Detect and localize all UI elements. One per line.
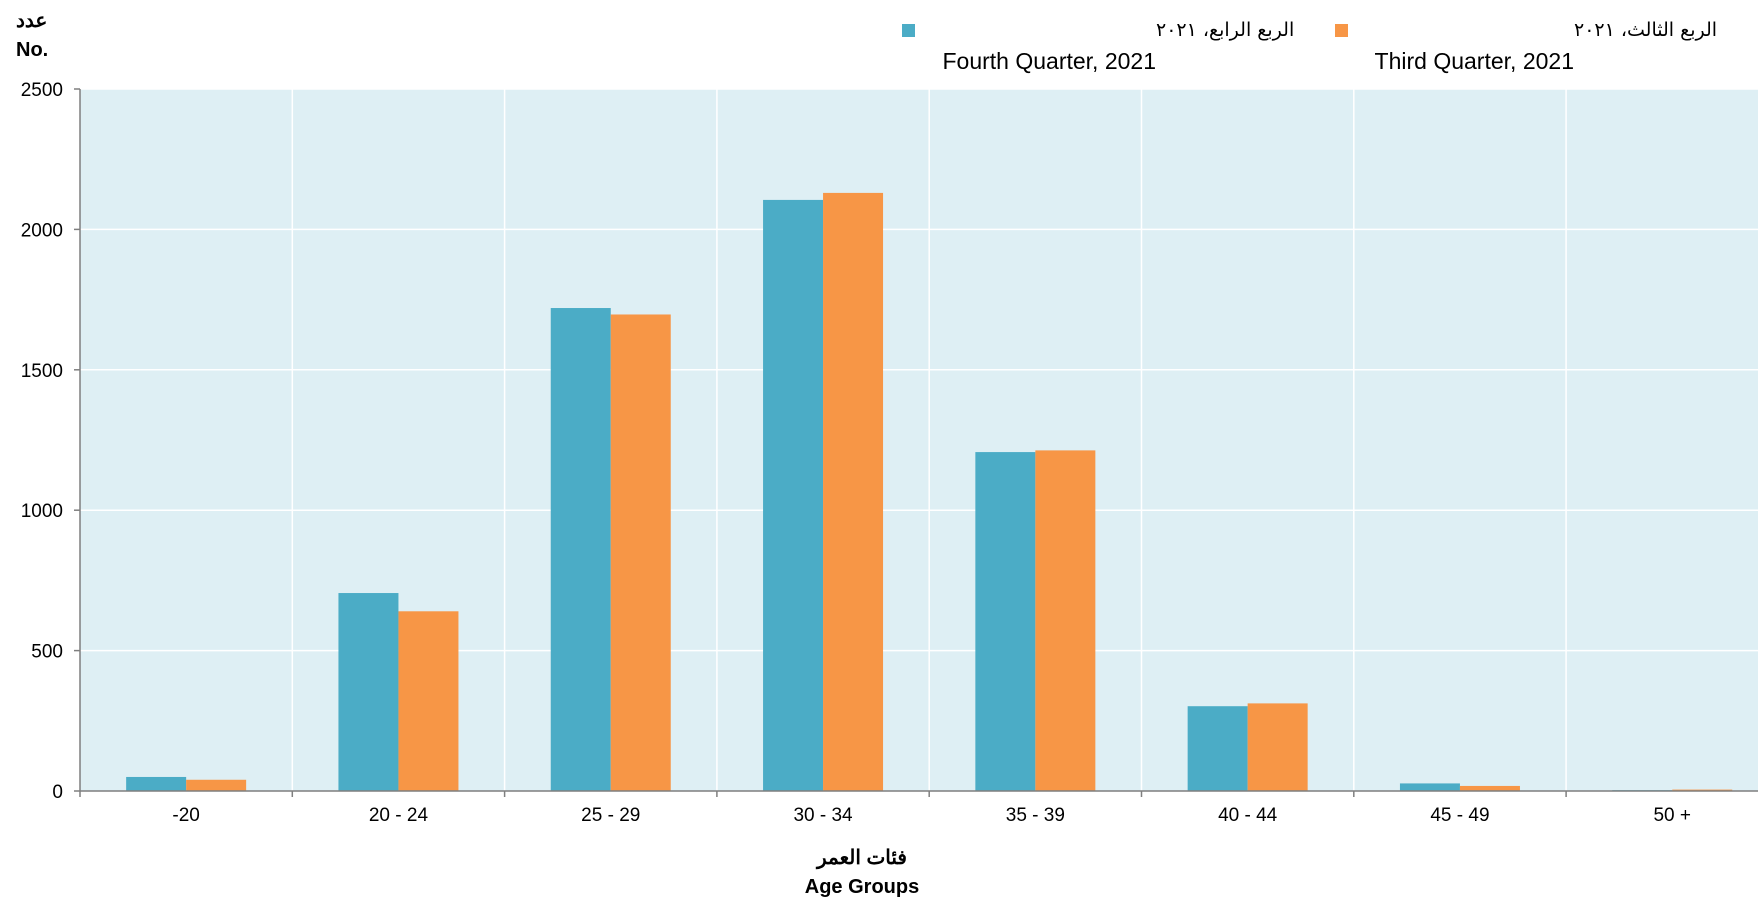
x-tick-label: 40 - 44 (1218, 805, 1278, 826)
x-axis-title-ar: فئات العمر (815, 847, 907, 870)
y-tick-label: 1000 (21, 501, 63, 522)
bar-fourth-quarter-0 (126, 776, 187, 791)
bar-fourth-quarter-3 (763, 199, 824, 791)
bar-third-quarter-3 (823, 192, 884, 791)
y-tick-label: 0 (52, 782, 63, 803)
y-tick-label: 2000 (21, 220, 63, 241)
y-tick-label: 1500 (21, 361, 63, 382)
legend-label-ar-third-quarter: الربع الثالث، ٢٠٢١ (1574, 19, 1717, 41)
bar-fourth-quarter-1 (338, 593, 399, 791)
bars (126, 192, 1733, 791)
x-tick-label: 25 - 29 (581, 805, 640, 826)
bar-third-quarter-6 (1459, 785, 1520, 791)
y-tick-label: 500 (31, 642, 63, 663)
y-tick-label: 2500 (21, 80, 63, 101)
bar-fourth-quarter-4 (975, 452, 1036, 791)
bar-third-quarter-0 (186, 779, 247, 791)
legend-label-ar-fourth-quarter: الربع الرابع، ٢٠٢١ (1156, 19, 1294, 41)
x-tick-label: 35 - 39 (1006, 805, 1065, 826)
bar-third-quarter-2 (610, 314, 671, 791)
x-tick-label: 20 - 24 (369, 805, 429, 826)
legend-item-third-quarter: الربع الثالث، ٢٠٢١ Third Quarter, 2021 (1335, 19, 1717, 74)
legend-swatch-third-quarter (1335, 24, 1348, 37)
x-tick-labels: -20 20 - 24 25 - 29 30 - 34 35 - 39 40 - 44 45… (172, 805, 1691, 826)
bar-fourth-quarter-2 (550, 308, 611, 791)
axes (74, 88, 1758, 797)
y-axis-title: No. (16, 39, 48, 61)
bar-fourth-quarter-5 (1187, 706, 1248, 791)
x-axis-title: Age Groups (805, 876, 919, 898)
bar-third-quarter-4 (1035, 450, 1096, 791)
legend-swatch-fourth-quarter (902, 24, 915, 37)
bar-third-quarter-5 (1247, 703, 1308, 791)
legend-item-fourth-quarter: الربع الرابع، ٢٠٢١ Fourth Quarter, 2021 (902, 19, 1294, 74)
bar-fourth-quarter-6 (1399, 783, 1460, 791)
x-tick-label: 45 - 49 (1430, 805, 1489, 826)
y-tick-labels: 0 500 1000 1500 2000 2500 (21, 80, 63, 803)
plot-area (80, 89, 1758, 791)
legend-label-fourth-quarter: Fourth Quarter, 2021 (942, 48, 1156, 74)
y-axis-title-ar: عدد (16, 10, 47, 32)
x-tick-label: 50 + (1653, 805, 1691, 826)
bar-third-quarter-1 (398, 611, 459, 791)
legend: الربع الرابع، ٢٠٢١ Fourth Quarter, 2021 … (902, 19, 1717, 74)
x-tick-label: -20 (172, 805, 199, 826)
gridlines (80, 88, 1758, 791)
legend-label-third-quarter: Third Quarter, 2021 (1375, 48, 1574, 74)
x-tick-label: 30 - 34 (793, 805, 853, 826)
